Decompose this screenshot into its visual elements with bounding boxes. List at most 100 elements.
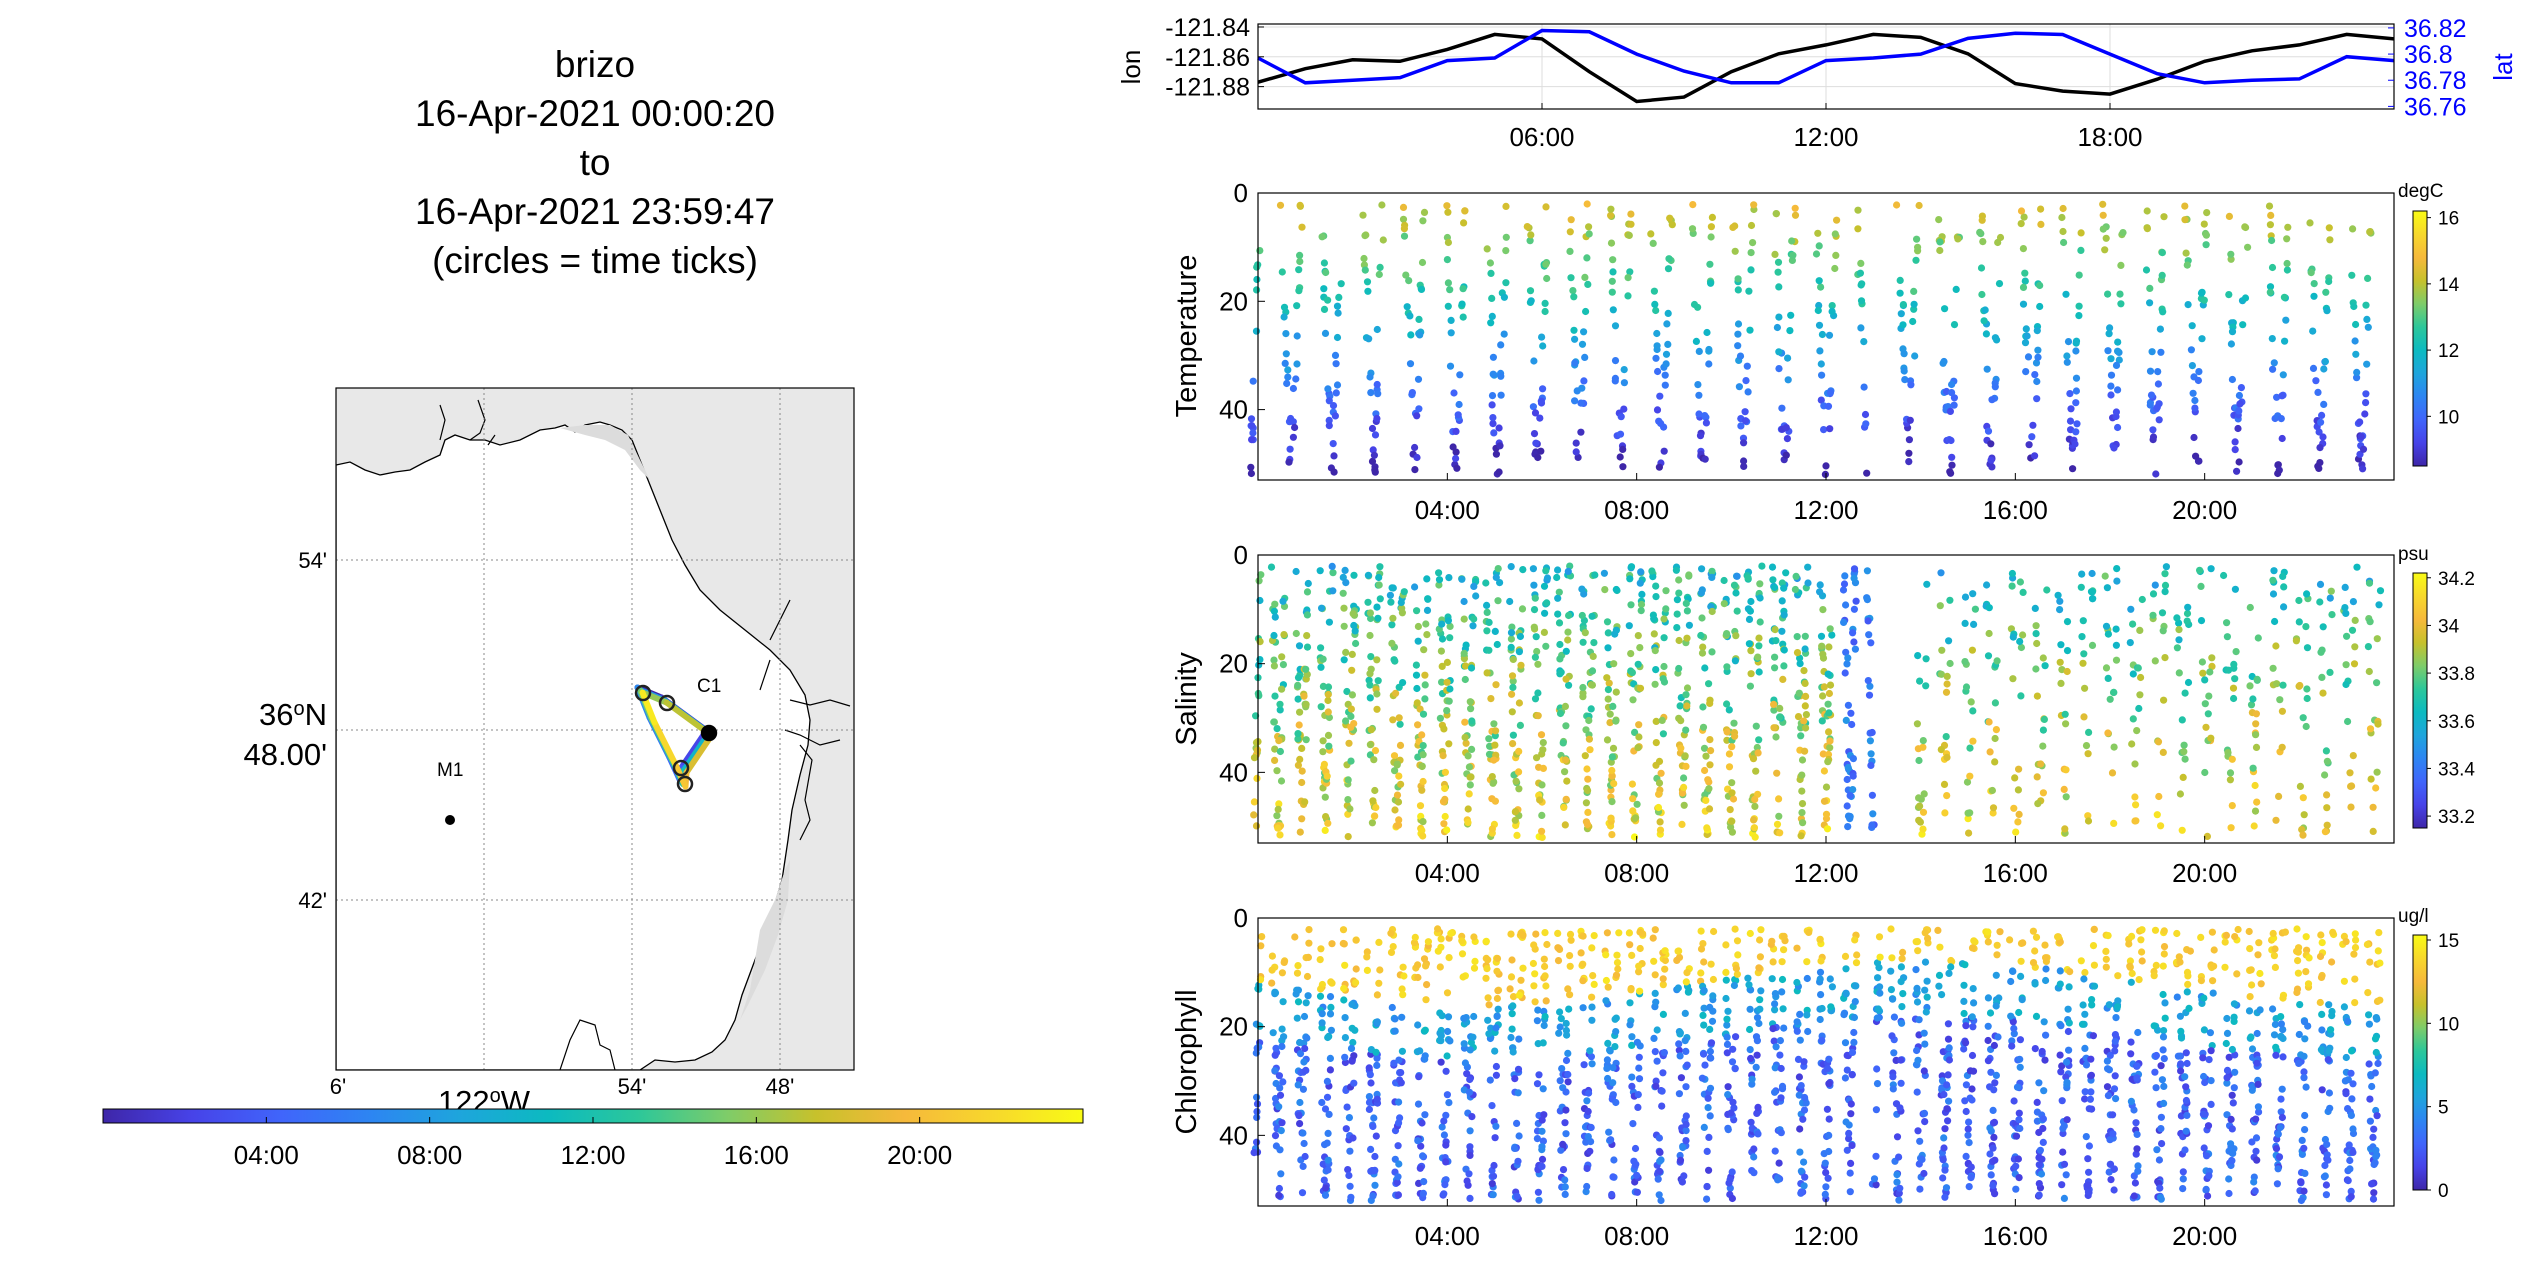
salinity-section-point-806 bbox=[1683, 702, 1691, 710]
salinity-section-point-183 bbox=[1347, 705, 1355, 713]
chlorophyll-section-point-1470 bbox=[2054, 933, 2062, 941]
chlorophyll-section-point-325 bbox=[1422, 996, 1430, 1004]
salinity-section-point-507 bbox=[1530, 606, 1539, 614]
salinity-section-point-552 bbox=[1561, 821, 1569, 829]
temperature-section-point-216 bbox=[1534, 453, 1542, 462]
salinity-section-point-910 bbox=[1746, 607, 1754, 615]
temperature-section-point-591 bbox=[2021, 339, 2030, 347]
temperature-section-point-808 bbox=[2315, 464, 2323, 472]
chlorophyll-section-point-569 bbox=[1556, 1008, 1564, 1016]
chlorophyll-section-point-1736 bbox=[2200, 994, 2208, 1002]
salinity-section-point-1418 bbox=[2231, 675, 2239, 683]
title-line-2: 16-Apr-2021 00:00:20 bbox=[415, 93, 775, 134]
chlorophyll-section-point-1456 bbox=[2057, 1068, 2065, 1076]
chlorophyll-section-point-1209 bbox=[1914, 1127, 1922, 1135]
salinity-section-point-801 bbox=[1682, 762, 1690, 771]
salinity-section-point-1331 bbox=[2129, 620, 2137, 628]
salinity-section-point-1123 bbox=[1867, 639, 1875, 647]
chlorophyll-section-point-1956 bbox=[2318, 939, 2326, 947]
temperature-section-point-784 bbox=[2282, 316, 2290, 324]
salinity-section-point-1017 bbox=[1797, 832, 1805, 840]
chlorophyll-section-point-1591 bbox=[2126, 957, 2134, 965]
chlorophyll-section-point-1100 bbox=[1847, 1159, 1855, 1167]
salinity-section-point-1025 bbox=[1802, 711, 1810, 719]
temperature-section-point-703 bbox=[2153, 403, 2161, 411]
salinity-section-point-919 bbox=[1751, 833, 1759, 841]
salinity-section-point-625 bbox=[1588, 667, 1597, 675]
temperature-section-point-840 bbox=[2356, 450, 2364, 458]
chlorophyll-section-point-1029 bbox=[1800, 1182, 1808, 1190]
salinity-section-point-768 bbox=[1660, 634, 1668, 642]
temperature-section-point-186 bbox=[1483, 245, 1491, 253]
temperature-section-point-843 bbox=[2352, 320, 2360, 329]
chlorophyll-section-point-1533 bbox=[2088, 1001, 2096, 1009]
temperature-section-point-668 bbox=[2110, 444, 2118, 452]
temperature-section-point-617 bbox=[2059, 227, 2067, 236]
salinity-section-point-1360 bbox=[2159, 748, 2167, 757]
chlorophyll-section-point-983 bbox=[1776, 1037, 1784, 1045]
chlorophyll-section-point-406 bbox=[1466, 1151, 1474, 1159]
chlorophyll-section-point-1774 bbox=[2225, 1175, 2233, 1183]
chlorophyll-section-point-108 bbox=[1302, 999, 1310, 1007]
chlorophyll-section-point-1221 bbox=[1921, 1040, 1929, 1048]
salinity-section-point-1490 bbox=[2318, 673, 2326, 682]
chlorophyll-section-point-554 bbox=[1556, 1077, 1564, 1085]
chlorophyll-section-point-1113 bbox=[1847, 1110, 1855, 1118]
glider-track-segment-20 bbox=[639, 689, 670, 706]
chlorophyll-section-point-2060 bbox=[2371, 1035, 2380, 1043]
chlorophyll-section-point-207 bbox=[1365, 1093, 1373, 1101]
temperature-section-point-224 bbox=[1536, 414, 1544, 422]
salinity-section-point-1198 bbox=[1971, 605, 1979, 613]
salinity-section-point-1032 bbox=[1798, 787, 1806, 795]
temperature-section-point-477 bbox=[1856, 269, 1864, 277]
temperature-section-point-151 bbox=[1443, 202, 1451, 210]
chlorophyll-section-point-1314 bbox=[1969, 1067, 1978, 1075]
salinity-section-point-1235 bbox=[2014, 786, 2022, 794]
chlorophyll-section-point-1484 bbox=[2062, 1073, 2070, 1081]
salinity-section-point-712 bbox=[1635, 733, 1643, 741]
temperature-section-point-281 bbox=[1608, 288, 1616, 296]
salinity-section-point-955 bbox=[1773, 769, 1781, 777]
salinity-section-point-1363 bbox=[2158, 609, 2167, 617]
chlorophyll-section-point-930 bbox=[1753, 1014, 1762, 1022]
temperature-colorbar bbox=[2412, 210, 2428, 467]
chlorophyll-section-point-1685 bbox=[2173, 993, 2181, 1001]
temperature-section-point-51 bbox=[1321, 329, 1330, 337]
chlorophyll-section-point-1081 bbox=[1846, 1188, 1854, 1196]
temperature-section-point-655 bbox=[2107, 391, 2115, 399]
temperature-section-point-636 bbox=[2069, 465, 2077, 473]
temperature-section-point-566 bbox=[1993, 336, 2001, 344]
temperature-section-point-148 bbox=[1444, 279, 1452, 287]
chlorophyll-section-point-1032 bbox=[1800, 1058, 1808, 1066]
chlorophyll-section-point-371 bbox=[1441, 1181, 1449, 1189]
chlorophyll-section-point-1711 bbox=[2182, 1127, 2190, 1135]
salinity-section-point-770 bbox=[1675, 576, 1683, 584]
chlorophyll-section-point-1952 bbox=[2322, 1181, 2330, 1189]
chlorophyll-section-point-60 bbox=[1278, 969, 1286, 977]
salinity-section-point-601 bbox=[1582, 799, 1590, 807]
chlorophyll-section-point-512 bbox=[1535, 1071, 1543, 1079]
salinity-section-point-1343 bbox=[2133, 727, 2141, 735]
chlorophyll-section-point-1476 bbox=[2064, 1027, 2072, 1036]
chlorophyll-section-point-1849 bbox=[2269, 1005, 2277, 1013]
temperature-section-point-365 bbox=[1708, 213, 1716, 221]
temperature-section-point-27 bbox=[1285, 458, 1293, 466]
temperature-section-point-862 bbox=[2363, 360, 2371, 368]
chlorophyll-section-point-855 bbox=[1707, 1054, 1715, 1062]
salinity-section-point-471 bbox=[1509, 677, 1517, 685]
salinity-section-point-1407 bbox=[2226, 769, 2235, 777]
title-line-4: 16-Apr-2021 23:59:47 bbox=[415, 191, 775, 232]
chlorophyll-section-point-1841 bbox=[2254, 1080, 2262, 1088]
chlorophyll-section-point-1307 bbox=[1970, 999, 1978, 1007]
salinity-section-point-1203 bbox=[1966, 772, 1974, 780]
temperature-section-point-724 bbox=[2202, 231, 2210, 239]
chlorophyll-section-point-233 bbox=[1371, 1166, 1379, 1174]
temperature-section-point-34 bbox=[1298, 223, 1306, 231]
chlorophyll-section-point-469 bbox=[1508, 1010, 1516, 1018]
temperature-section-point-576 bbox=[2022, 368, 2030, 376]
salinity-section-point-866 bbox=[1723, 663, 1731, 671]
salinity-section-point-786 bbox=[1678, 789, 1687, 797]
salinity-section-point-339 bbox=[1438, 635, 1447, 643]
